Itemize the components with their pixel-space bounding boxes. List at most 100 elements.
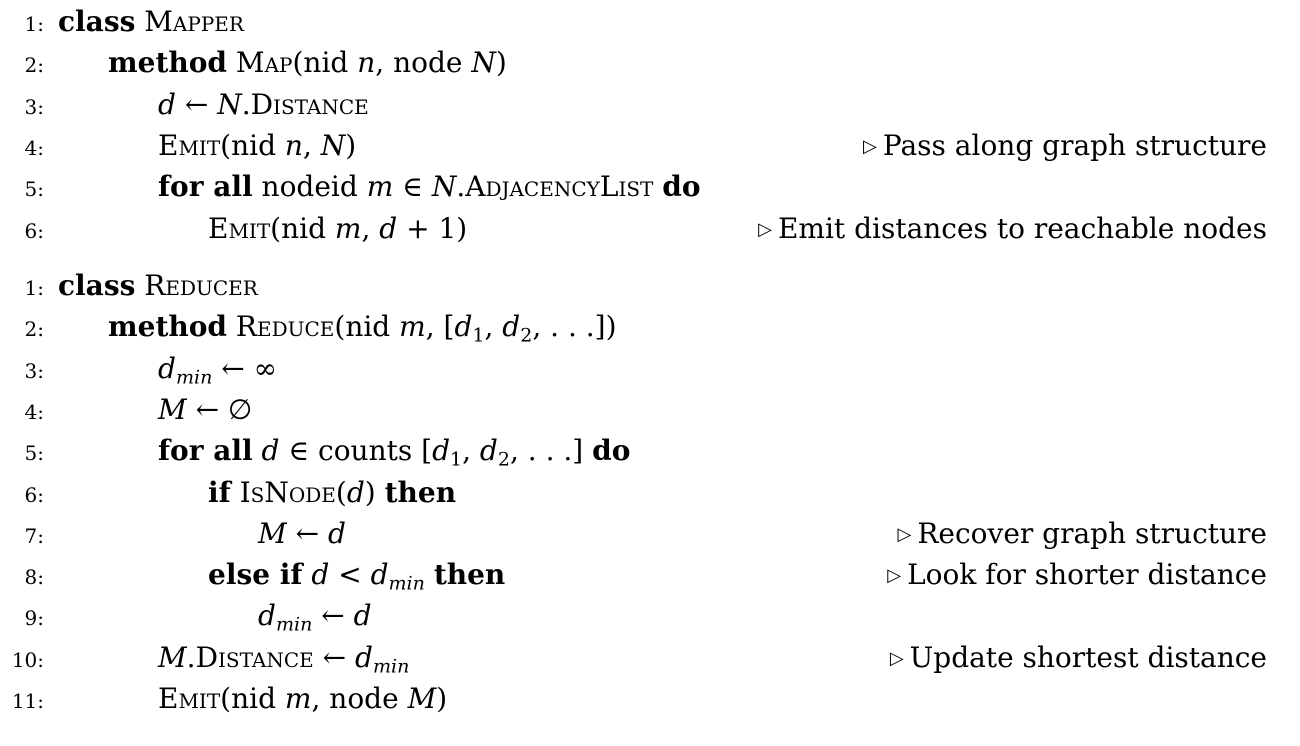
code-token: min bbox=[388, 572, 425, 595]
code-text: for all d ∈ counts [d1, d2, . . .] do bbox=[158, 431, 630, 471]
code-token: N bbox=[471, 46, 496, 80]
code-token: m bbox=[366, 170, 394, 204]
code-token: d bbox=[502, 310, 521, 344]
comment-text: Look for shorter distance bbox=[907, 558, 1267, 592]
reducer-line: 7: M ← d ▷ Recover graph structure bbox=[0, 514, 1300, 554]
code-token: for all bbox=[158, 170, 253, 204]
code-token: do bbox=[592, 434, 631, 468]
code-text: else if d < dmin then bbox=[208, 555, 505, 595]
line-number: 2: bbox=[24, 317, 44, 342]
reducer-line: 4: M ← ∅ bbox=[0, 390, 1300, 430]
code-token: ( bbox=[335, 475, 347, 509]
code-text: class Mapper bbox=[58, 2, 244, 42]
line-number: 1: bbox=[24, 276, 44, 300]
code-token: N bbox=[320, 128, 346, 162]
code-token: (nid bbox=[292, 46, 358, 80]
line-number: 9: bbox=[24, 606, 44, 631]
reducer-line: 10: M.Distance ← dmin ▷ Update shortest dis… bbox=[0, 638, 1300, 678]
code-text: Emit(nid n, N) bbox=[158, 126, 356, 166]
code-text: class Reducer bbox=[58, 266, 258, 306]
code-token: d bbox=[432, 434, 450, 468]
reducer-line: 9: dmin ← d bbox=[0, 596, 1300, 636]
code-token: m bbox=[399, 310, 426, 344]
mapper-line: 6: Emit(nid m, d + 1) ▷ Emit distances to r… bbox=[0, 209, 1300, 249]
code-token: < bbox=[329, 558, 371, 592]
line-number: 8: bbox=[24, 565, 44, 590]
code-token: ← bbox=[312, 599, 354, 633]
code-text: Emit(nid m, node M) bbox=[158, 679, 447, 719]
line-number: 10: bbox=[11, 647, 44, 672]
code-token: ∈ bbox=[393, 170, 432, 204]
code-token: (nid bbox=[334, 310, 400, 344]
code-token: d bbox=[454, 310, 473, 344]
line-number: 3: bbox=[24, 94, 44, 119]
code-token: , . . .] bbox=[509, 434, 593, 468]
line-number: 1: bbox=[24, 12, 44, 36]
code-token: Emit bbox=[158, 682, 221, 715]
code-token: nodeid bbox=[252, 170, 367, 204]
code-token bbox=[227, 310, 236, 343]
code-token: then bbox=[433, 558, 506, 592]
code-token: 1 bbox=[450, 448, 463, 471]
code-token: ← ∅ bbox=[186, 392, 253, 426]
code-token: , node bbox=[375, 46, 472, 80]
code-text: Emit(nid m, d + 1) bbox=[208, 209, 467, 249]
line-number: 11: bbox=[11, 689, 44, 713]
reducer-line: 5: for all d ∈ counts [d1, d2, . . .] do bbox=[0, 431, 1300, 471]
code-token: d bbox=[258, 599, 276, 633]
code-token: ← bbox=[313, 640, 355, 674]
code-token: , . . .]) bbox=[532, 310, 617, 344]
line-number: 2: bbox=[24, 53, 44, 78]
line-number: 7: bbox=[24, 523, 44, 548]
code-token: min bbox=[275, 613, 313, 636]
code-token: (nid bbox=[270, 211, 335, 245]
code-text: dmin ← d bbox=[258, 596, 372, 636]
code-token: if bbox=[208, 475, 231, 509]
code-token: 2 bbox=[520, 324, 533, 347]
code-token: , bbox=[361, 211, 380, 245]
code-token: N bbox=[431, 170, 457, 204]
code-token: d bbox=[479, 434, 498, 468]
comment-text: Emit distances to reachable nodes bbox=[777, 211, 1267, 245]
code-token: d bbox=[158, 87, 176, 121]
code-token: (nid bbox=[220, 682, 285, 715]
code-text: method Map(nid n, node N) bbox=[108, 43, 507, 83]
reducer-line: 11: Emit(nid m, node M) bbox=[0, 679, 1300, 719]
code-token bbox=[135, 5, 144, 38]
mapper-line: 4: Emit(nid n, N) ▷ Pass along graph struct… bbox=[0, 126, 1300, 166]
line-comment: ▷ Recover graph structure bbox=[897, 514, 1267, 555]
code-token: 2 bbox=[497, 448, 510, 471]
code-token: , bbox=[302, 128, 321, 162]
line-number: 3: bbox=[24, 358, 44, 383]
comment-triangle-icon: ▷ bbox=[897, 523, 912, 545]
comment-text: Recover graph structure bbox=[917, 516, 1267, 550]
code-token bbox=[231, 476, 240, 509]
mapper-line: 3: d ← N.Distance bbox=[0, 85, 1300, 125]
code-token: Mapper bbox=[144, 5, 244, 38]
line-comment: ▷ Look for shorter distance bbox=[887, 555, 1267, 596]
code-token: ← bbox=[175, 87, 218, 121]
code-token bbox=[425, 558, 434, 591]
code-text: if IsNode(d) then bbox=[208, 473, 456, 513]
line-number: 6: bbox=[24, 482, 44, 507]
code-token: ) bbox=[495, 46, 507, 80]
code-token: d bbox=[158, 351, 176, 385]
code-token: , bbox=[484, 310, 503, 344]
code-token: Reduce bbox=[235, 310, 335, 344]
code-token: ) bbox=[364, 475, 385, 509]
code-token: 1 bbox=[472, 324, 485, 347]
reducer-line: 6: if IsNode(d) then bbox=[0, 473, 1300, 513]
code-token: d bbox=[311, 558, 330, 592]
code-token: for all bbox=[158, 434, 253, 468]
code-token: ← bbox=[286, 516, 328, 550]
comment-triangle-icon: ▷ bbox=[863, 135, 877, 157]
comment-triangle-icon: ▷ bbox=[889, 647, 904, 669]
code-token: Map bbox=[235, 46, 293, 80]
code-token bbox=[253, 434, 262, 467]
code-token: AdjacencyList bbox=[465, 170, 654, 204]
line-comment: ▷ Emit distances to reachable nodes bbox=[758, 209, 1267, 250]
code-token: d bbox=[370, 558, 389, 592]
code-token: method bbox=[108, 310, 227, 344]
code-text: dmin ← ∞ bbox=[158, 349, 277, 389]
code-token: ∈ counts [ bbox=[279, 434, 433, 468]
